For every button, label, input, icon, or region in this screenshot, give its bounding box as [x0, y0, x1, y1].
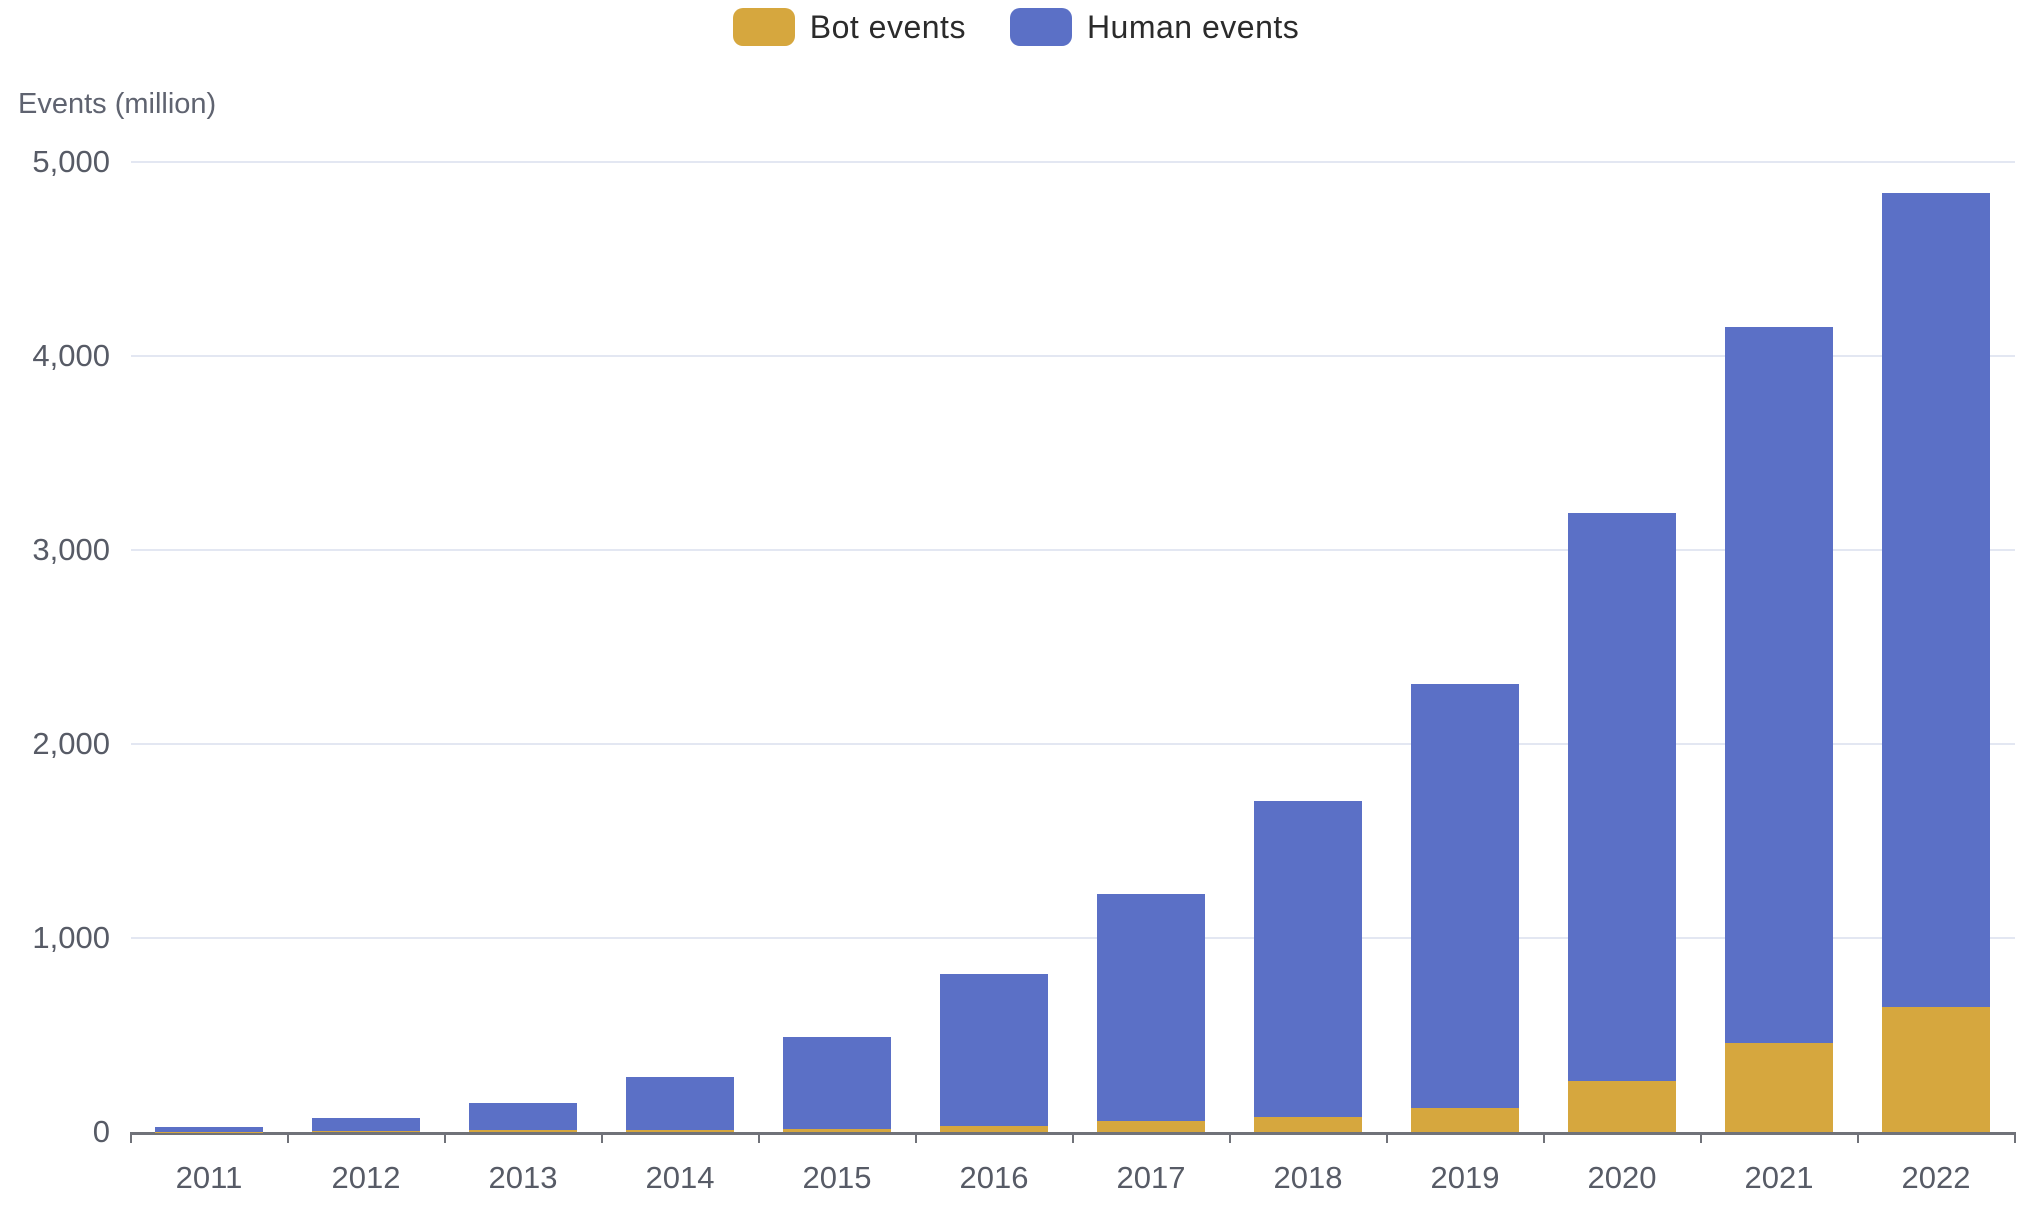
- y-axis-title: Events (million): [18, 88, 217, 120]
- x-axis-tick: [600, 1132, 603, 1143]
- x-axis-tick: [757, 1132, 760, 1143]
- x-axis-tick: [1228, 1132, 1231, 1143]
- bar-2017-human-events[interactable]: [1097, 894, 1205, 1122]
- legend-item-bot-events[interactable]: Bot events: [732, 8, 966, 46]
- x-axis-label: 2017: [1116, 1160, 1186, 1195]
- bar-2019-human-events[interactable]: [1411, 683, 1519, 1108]
- bar-2022-human-events[interactable]: [1882, 193, 1990, 1007]
- x-axis-tick: [1071, 1132, 1074, 1143]
- bar-2011-human-events[interactable]: [155, 1127, 263, 1132]
- x-axis-tick: [1699, 1132, 1702, 1143]
- bar-2015-human-events[interactable]: [783, 1036, 891, 1129]
- x-axis-label: 2014: [645, 1160, 715, 1195]
- bar-2020-human-events[interactable]: [1568, 513, 1676, 1081]
- x-axis-label: 2020: [1587, 1160, 1657, 1195]
- bar-2017-bot-events[interactable]: [1097, 1121, 1205, 1132]
- bar-2018-bot-events[interactable]: [1254, 1116, 1362, 1132]
- x-axis-tick: [1856, 1132, 1859, 1143]
- legend: Bot events Human events: [0, 8, 2032, 46]
- gridline-4000: [130, 355, 2015, 357]
- gridline-5000: [130, 161, 2015, 163]
- y-axis-tick-label: 4,000: [32, 338, 110, 373]
- x-axis-label: 2016: [959, 1160, 1029, 1195]
- bar-2016-human-events[interactable]: [940, 973, 1048, 1127]
- gridline-2000: [130, 743, 2015, 745]
- bar-2014-bot-events[interactable]: [626, 1129, 734, 1132]
- bar-2020-bot-events[interactable]: [1568, 1080, 1676, 1132]
- bar-2021-human-events[interactable]: [1725, 326, 1833, 1043]
- x-axis-tick: [443, 1132, 446, 1143]
- bar-2022-bot-events[interactable]: [1882, 1006, 1990, 1132]
- bar-2021-bot-events[interactable]: [1725, 1042, 1833, 1132]
- x-axis-tick: [1542, 1132, 1545, 1143]
- human-events-swatch-icon: [1009, 8, 1072, 46]
- bar-2016-bot-events[interactable]: [940, 1126, 1048, 1132]
- gridline-1000: [130, 937, 2015, 939]
- legend-label-bot-events: Bot events: [809, 8, 966, 45]
- bar-2012-human-events[interactable]: [312, 1118, 420, 1132]
- bar-2015-bot-events[interactable]: [783, 1128, 891, 1132]
- x-axis-label: 2013: [488, 1160, 558, 1195]
- y-axis-tick-label: 3,000: [32, 532, 110, 567]
- x-axis-label: 2022: [1901, 1160, 1971, 1195]
- y-axis-tick-label: 5,000: [32, 144, 110, 179]
- bar-2012-bot-events[interactable]: [312, 1131, 420, 1132]
- bar-2014-human-events[interactable]: [626, 1076, 734, 1130]
- bar-2013-human-events[interactable]: [469, 1102, 577, 1131]
- bot-events-swatch-icon: [732, 8, 795, 46]
- x-axis-tick: [129, 1132, 132, 1143]
- x-axis-label: 2019: [1430, 1160, 1500, 1195]
- bar-2019-bot-events[interactable]: [1411, 1107, 1519, 1132]
- y-axis-tick-label: 0: [92, 1114, 110, 1149]
- x-axis-tick: [2013, 1132, 2016, 1143]
- bar-2018-human-events[interactable]: [1254, 801, 1362, 1117]
- x-axis-label: 2018: [1273, 1160, 1343, 1195]
- x-axis-tick: [286, 1132, 289, 1143]
- x-axis-tick: [1385, 1132, 1388, 1143]
- legend-label-human-events: Human events: [1086, 8, 1300, 45]
- y-axis-tick-label: 1,000: [32, 920, 110, 955]
- x-axis-label: 2011: [175, 1160, 243, 1195]
- x-axis-label: 2012: [331, 1160, 401, 1195]
- bar-2013-bot-events[interactable]: [469, 1130, 577, 1132]
- y-axis-tick-label: 2,000: [32, 726, 110, 761]
- x-axis-label: 2015: [802, 1160, 872, 1195]
- legend-item-human-events[interactable]: Human events: [1009, 8, 1300, 46]
- x-axis-tick: [914, 1132, 917, 1143]
- gridline-3000: [130, 549, 2015, 551]
- x-axis-label: 2021: [1744, 1160, 1814, 1195]
